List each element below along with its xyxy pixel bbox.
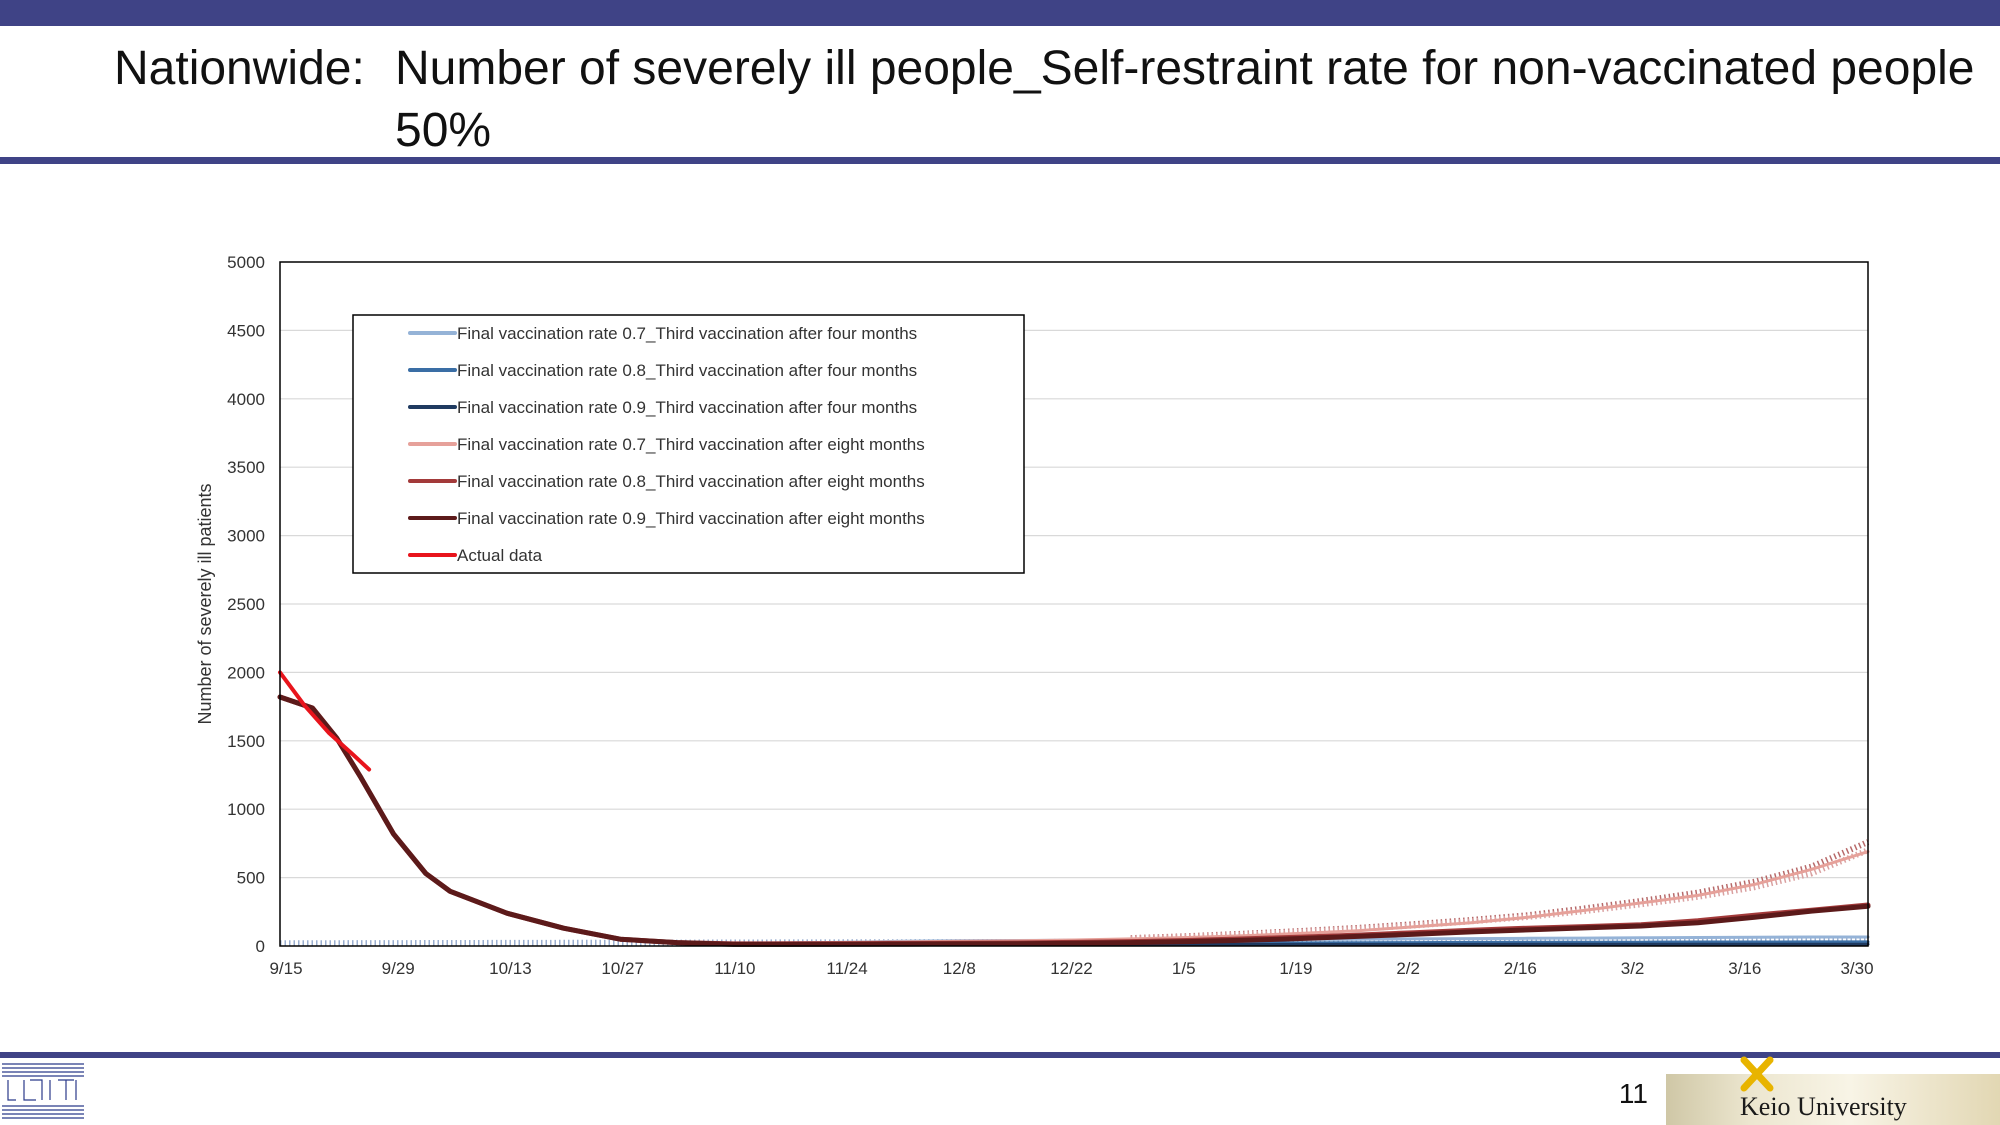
footer-bar	[0, 1052, 2000, 1058]
x-tick-label: 1/19	[1279, 959, 1312, 978]
top-accent-bar	[0, 0, 2000, 26]
x-tick-label: 2/2	[1396, 959, 1420, 978]
x-tick-label: 10/13	[489, 959, 532, 978]
y-tick-label: 3500	[227, 458, 265, 477]
legend-box	[352, 314, 1025, 574]
university-name: Keio University	[1740, 1092, 1907, 1121]
x-tick-label: 1/5	[1172, 959, 1196, 978]
x-tick-labels: 9/15 9/29 10/13 10/27 11/10 11/24 12/8 12/22 1/5…	[269, 959, 1873, 978]
legend-label: Final vaccination rate 0.9_Third vaccina…	[457, 509, 925, 528]
y-tick-label: 5000	[227, 253, 265, 272]
title-prefix: Nationwide:	[114, 42, 365, 95]
x-tick-label: 9/29	[382, 959, 415, 978]
y-tick-label: 0	[256, 937, 265, 956]
y-tick-label: 500	[237, 869, 265, 888]
legend-label: Final vaccination rate 0.7_Third vaccina…	[457, 324, 917, 343]
x-tick-label: 9/15	[269, 959, 302, 978]
page-number: 11	[1618, 1078, 1648, 1109]
x-tick-label: 11/10	[714, 959, 755, 978]
series-lines	[277, 670, 1871, 947]
y-tick-label: 4000	[227, 390, 265, 409]
legend-items: Final vaccination rate 0.7_Third vaccina…	[408, 324, 925, 565]
y-axis-label: Number of severely ill patients	[195, 483, 215, 724]
legend-label: Actual data	[457, 546, 543, 565]
plot-area-border	[279, 261, 1869, 947]
x-tick-label: 11/24	[826, 959, 867, 978]
y-tick-label: 2500	[227, 595, 265, 614]
legend-label: Final vaccination rate 0.7_Third vaccina…	[457, 435, 925, 454]
x-tick-label: 2/16	[1504, 959, 1537, 978]
x-tick-label: 12/22	[1050, 959, 1093, 978]
x-tick-label: 3/30	[1840, 959, 1873, 978]
x-tick-label: 3/2	[1621, 959, 1645, 978]
legend-label: Final vaccination rate 0.8_Third vaccina…	[457, 361, 917, 380]
institute-logo-icon	[2, 1063, 84, 1119]
y-tick-label: 4500	[227, 321, 265, 340]
y-tick-label: 3000	[227, 527, 265, 546]
title-underline-bar	[0, 157, 2000, 164]
legend-label: Final vaccination rate 0.8_Third vaccina…	[457, 472, 925, 491]
y-tick-label: 1500	[227, 732, 265, 751]
legend-label: Final vaccination rate 0.9_Third vaccina…	[457, 398, 917, 417]
y-tick-label: 2000	[227, 663, 265, 682]
x-tick-label: 12/8	[943, 959, 976, 978]
x-tick-label: 10/27	[601, 959, 644, 978]
series-line-7	[278, 670, 372, 772]
severely-ill-line-chart: 0 500 1000 1500 2000 2500 3000 3500 4000 4500 5000…	[195, 253, 1874, 978]
y-tick-label: 1000	[227, 800, 265, 819]
university-banner	[1666, 1074, 2000, 1125]
legend: Final vaccination rate 0.7_Third vaccina…	[352, 314, 1025, 574]
title-main: Number of severely ill people_Self-restr…	[395, 42, 1975, 157]
x-tick-label: 3/16	[1728, 959, 1761, 978]
series-line-6	[277, 694, 1871, 947]
y-tick-labels: 0 500 1000 1500 2000 2500 3000 3500 4000 4500 5000	[227, 253, 265, 956]
pen-emblem-icon	[1740, 1056, 1774, 1092]
